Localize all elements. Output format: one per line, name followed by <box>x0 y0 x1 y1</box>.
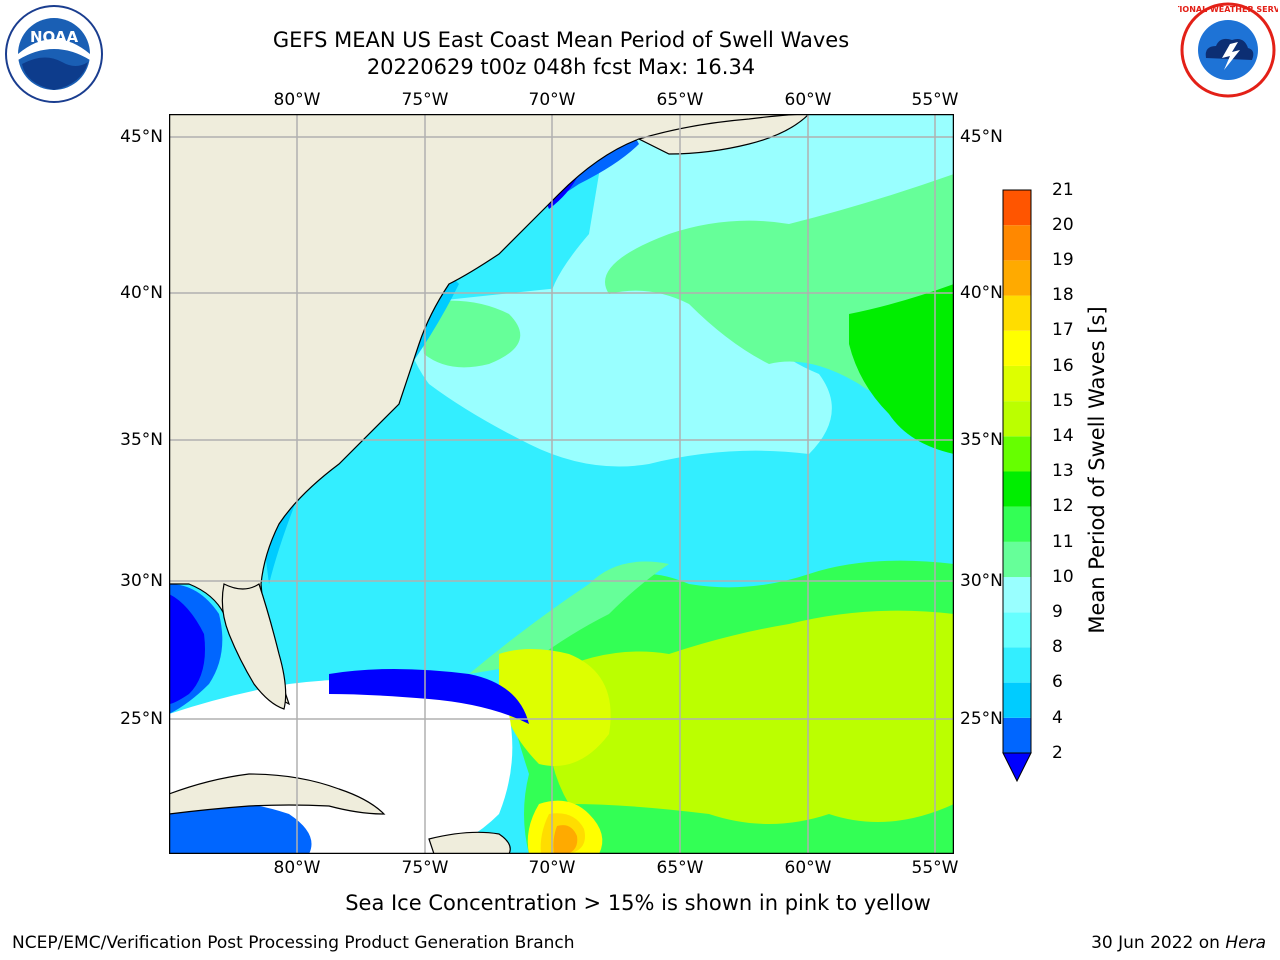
colorbar-bin <box>1003 717 1031 753</box>
sea-ice-footnote-text: Sea Ice Concentration > 15% is shown in … <box>345 891 931 915</box>
lon-tick-top-70w: 70°W <box>528 90 576 110</box>
colorbar-tick-13: 13 <box>1052 461 1074 481</box>
colorbar-tick-10: 10 <box>1052 567 1074 587</box>
colorbar-tick-2: 2 <box>1052 743 1063 763</box>
field-10-11s-ne <box>849 284 954 454</box>
colorbar-bin <box>1003 401 1031 437</box>
map-border <box>169 114 954 854</box>
colorbar-tick-14: 14 <box>1052 426 1074 446</box>
land-florida <box>221 583 287 710</box>
noaa-logo: NOAA <box>5 5 103 103</box>
noaa-logo-text: NOAA <box>30 28 79 46</box>
colorbar-bin <box>1003 190 1031 226</box>
colorbar-tick-11: 11 <box>1052 532 1074 552</box>
colorbar-bin <box>1003 647 1031 683</box>
colorbar-bin <box>1003 682 1031 718</box>
lat-tick-left-25n: 25°N <box>120 709 163 729</box>
colorbar-bin <box>1003 330 1031 366</box>
lat-tick-right-45n: 45°N <box>960 127 1003 147</box>
field-9-10s-west <box>419 300 521 368</box>
sea-ice-footnote: Sea Ice Concentration > 15% is shown in … <box>0 891 1280 915</box>
lon-tick-bottom-80w: 80°W <box>273 858 321 878</box>
map-gridlines <box>169 114 954 854</box>
colorbar-tick-12: 12 <box>1052 496 1074 516</box>
colorbar-tick-6: 6 <box>1052 672 1063 692</box>
field-12-13s-south <box>546 610 954 824</box>
colorbar <box>1002 189 1032 783</box>
field-14-15s-south <box>499 649 611 766</box>
colorbar-bin <box>1003 260 1031 296</box>
lat-tick-right-35n: 35°N <box>960 430 1003 450</box>
lon-tick-bottom-65w: 65°W <box>656 858 704 878</box>
colorbar-tick-19: 19 <box>1052 250 1074 270</box>
field-under-2s-bahamas-edge <box>329 669 529 724</box>
field-under-2s-gulf <box>169 594 205 704</box>
swell-period-map <box>169 114 954 854</box>
field-17-18s-spot <box>553 825 578 854</box>
colorbar-bin <box>1003 612 1031 648</box>
colorbar-bin <box>1003 295 1031 331</box>
lon-tick-bottom-75w: 75°W <box>401 858 449 878</box>
colorbar-bin <box>1003 365 1031 402</box>
lat-tick-left-35n: 35°N <box>120 430 163 450</box>
colorbar-bin <box>1003 471 1031 507</box>
credit-line: NCEP/EMC/Verification Post Processing Pr… <box>12 933 575 953</box>
lat-tick-left-30n: 30°N <box>120 571 163 591</box>
land-hispaniola <box>428 831 511 854</box>
lat-tick-left-40n: 40°N <box>120 283 163 303</box>
colorbar-bin <box>1003 506 1031 542</box>
colorbar-bin <box>1003 577 1031 613</box>
colorbar-border <box>1002 189 1032 754</box>
colorbar-tick-20: 20 <box>1052 215 1074 235</box>
lon-tick-top-75w: 75°W <box>401 90 449 110</box>
lon-tick-top-55w: 55°W <box>911 90 959 110</box>
nws-ring-text: NATIONAL WEATHER SERVICE <box>1178 5 1278 14</box>
colorbar-tick-9: 9 <box>1052 602 1063 622</box>
colorbar-tick-18: 18 <box>1052 285 1074 305</box>
colorbar-tick-15: 15 <box>1052 391 1074 411</box>
field-2-4s-caribbean <box>169 800 312 854</box>
colorbar-label: Mean Period of Swell Waves [s] <box>1085 306 1109 634</box>
lat-tick-right-30n: 30°N <box>960 571 1003 591</box>
run-system: Hera <box>1225 933 1266 953</box>
lon-tick-top-60w: 60°W <box>784 90 832 110</box>
chart-title: GEFS MEAN US East Coast Mean Period of S… <box>272 28 850 52</box>
colorbar-tick-21: 21 <box>1052 180 1074 200</box>
colorbar-bin <box>1003 225 1031 261</box>
lat-tick-left-45n: 45°N <box>120 127 163 147</box>
run-date: 30 Jun 2022 on Hera <box>1091 933 1266 953</box>
chart-subtitle: 20220629 t00z 048h fcst Max: 16.34 <box>366 55 756 79</box>
run-date-text: 30 Jun 2022 on <box>1091 933 1220 953</box>
colorbar-tick-4: 4 <box>1052 708 1063 728</box>
lon-tick-bottom-70w: 70°W <box>528 858 576 878</box>
colorbar-tick-8: 8 <box>1052 637 1063 657</box>
field-9-10s-south-edge <box>469 561 669 674</box>
lat-tick-right-25n: 25°N <box>960 709 1003 729</box>
lon-tick-bottom-60w: 60°W <box>784 858 832 878</box>
lat-tick-right-40n: 40°N <box>960 283 1003 303</box>
colorbar-bin <box>1003 436 1031 472</box>
land-cuba <box>169 773 386 815</box>
national-weather-service-logo: NATIONAL WEATHER SERVICE <box>1178 2 1278 98</box>
colorbar-extend-arrow <box>1002 752 1032 783</box>
lon-tick-bottom-55w: 55°W <box>911 858 959 878</box>
lon-tick-top-65w: 65°W <box>656 90 704 110</box>
colorbar-tick-17: 17 <box>1052 320 1074 340</box>
colorbar-bin <box>1003 541 1031 578</box>
colorbar-tick-16: 16 <box>1052 356 1074 376</box>
lon-tick-top-80w: 80°W <box>273 90 321 110</box>
